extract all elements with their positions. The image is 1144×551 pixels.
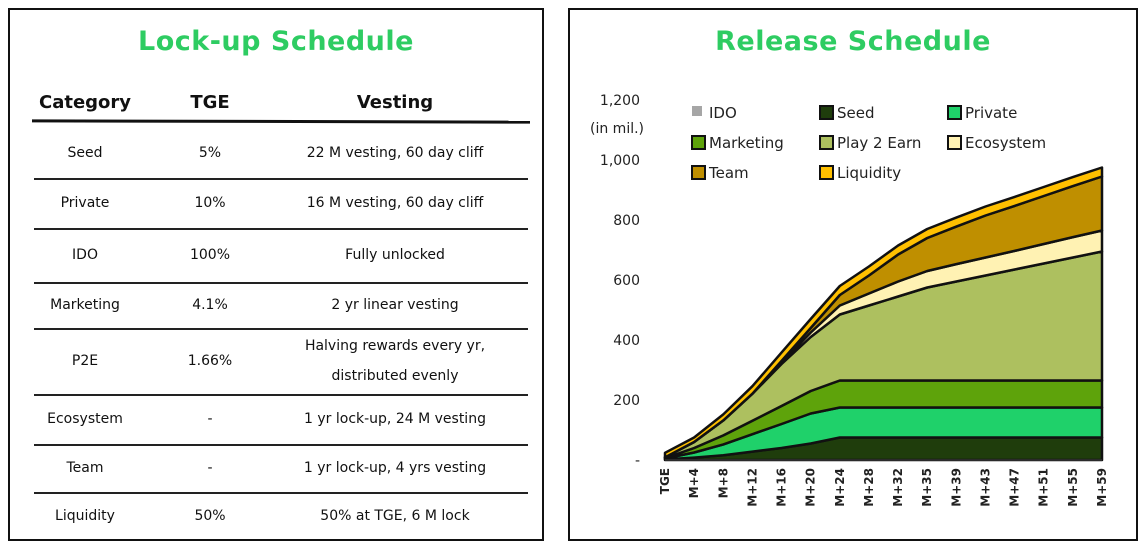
table-cell-category: Seed xyxy=(67,145,103,161)
release-panel: Release Schedule (in mil.) - 200 400 600 800 1… xyxy=(568,8,1138,541)
legend-swatch xyxy=(691,165,706,180)
legend-label: Play 2 Earn xyxy=(837,134,921,152)
row-divider xyxy=(34,178,528,180)
table-cell-category: Team xyxy=(66,460,104,476)
table-cell-tge: 4.1% xyxy=(192,297,228,313)
header-rule xyxy=(31,119,531,124)
row-divider xyxy=(34,444,528,446)
legend-swatch xyxy=(819,135,834,150)
table-cell-category: Liquidity xyxy=(55,508,115,524)
legend-swatch xyxy=(947,135,962,150)
legend-swatch xyxy=(691,135,706,150)
row-divider xyxy=(34,394,528,396)
legend-swatch xyxy=(692,106,702,116)
legend-swatch xyxy=(819,105,834,120)
x-tick-label: M+39 xyxy=(949,468,963,507)
legend-label: Liquidity xyxy=(837,164,901,182)
vesting-line: distributed evenly xyxy=(331,368,459,384)
y-tick-label: 600 xyxy=(613,273,640,289)
legend-label: IDO xyxy=(709,104,737,122)
legend-swatch xyxy=(947,105,962,120)
series-area-liquidity xyxy=(663,166,1104,459)
legend-label: Ecosystem xyxy=(965,134,1046,152)
vesting-line: 50% at TGE, 6 M lock xyxy=(320,508,470,524)
y-tick-label: 200 xyxy=(613,393,640,409)
table-cell-vesting: Halving rewards every yr, distributed eve… xyxy=(260,328,530,394)
table-cell-vesting: Fully unlocked xyxy=(260,228,530,282)
table-cell-vesting: 1 yr lock-up, 24 M vesting xyxy=(260,394,530,444)
lockup-title: Lock-up Schedule xyxy=(138,26,414,57)
table-cell-tge: 50% xyxy=(194,508,226,524)
y-tick-label: 800 xyxy=(613,213,640,229)
x-tick-label: M+43 xyxy=(978,468,992,507)
x-tick-label: M+12 xyxy=(745,468,759,507)
table-cell-category: Marketing xyxy=(50,297,120,313)
vesting-line: 1 yr lock-up, 4 yrs vesting xyxy=(303,460,487,476)
chart-title: Release Schedule xyxy=(715,26,991,57)
vesting-line: Halving rewards every yr, xyxy=(304,338,486,354)
table-cell-category: Private xyxy=(60,195,110,211)
vesting-line: 1 yr lock-up, 24 M vesting xyxy=(304,411,486,427)
table-cell-category: IDO xyxy=(72,247,98,263)
y-tick-label: 400 xyxy=(613,333,640,349)
legend-label: Team xyxy=(708,164,749,182)
header-category: Category xyxy=(38,92,132,113)
lockup-panel: Lock-up Schedule Category TGE Vesting Se… xyxy=(8,8,544,541)
table-cell-vesting: 16 M vesting, 60 day cliff xyxy=(260,178,530,228)
unit-label: (in mil.) xyxy=(590,121,644,137)
row-divider xyxy=(34,282,528,284)
legend-label: Marketing xyxy=(709,134,784,152)
x-tick-label: M+20 xyxy=(804,468,818,507)
table-cell-tge: 10% xyxy=(194,195,226,211)
header-tge: TGE xyxy=(190,92,230,113)
x-tick-label: M+35 xyxy=(920,468,934,507)
row-divider xyxy=(34,492,528,494)
x-tick-label: TGE xyxy=(658,468,672,494)
table-cell-vesting: 50% at TGE, 6 M lock xyxy=(260,492,530,540)
table-cell-category: P2E xyxy=(71,353,99,369)
legend-swatch xyxy=(819,165,834,180)
table-cell-vesting: 22 M vesting, 60 day cliff xyxy=(260,128,530,178)
y-tick-label: - xyxy=(635,453,640,469)
x-tick-label: M+24 xyxy=(833,468,847,507)
table-cell-tge: - xyxy=(207,411,213,427)
table-cell-category: Ecosystem xyxy=(47,411,123,427)
table-cell-vesting: 1 yr lock-up, 4 yrs vesting xyxy=(260,444,530,492)
header-vesting: Vesting xyxy=(356,92,434,113)
x-tick-label: M+4 xyxy=(687,468,701,498)
y-tick-label: 1,000 xyxy=(600,153,640,169)
y-tick-label: 1,200 xyxy=(600,93,640,109)
vesting-line: Fully unlocked xyxy=(345,247,445,263)
x-tick-label: M+59 xyxy=(1095,468,1109,507)
x-tick-label: M+32 xyxy=(891,468,905,507)
x-tick-label: M+51 xyxy=(1037,468,1051,507)
x-tick-label: M+16 xyxy=(775,468,789,507)
x-tick-label: M+47 xyxy=(1008,468,1022,507)
table-cell-vesting: 2 yr linear vesting xyxy=(260,282,530,328)
x-tick-label: M+28 xyxy=(862,468,876,507)
vesting-line: 16 M vesting, 60 day cliff xyxy=(306,195,484,211)
x-tick-label: M+8 xyxy=(716,468,730,498)
legend-label: Private xyxy=(965,104,1017,122)
vesting-line: 2 yr linear vesting xyxy=(331,297,459,313)
table-cell-tge: 1.66% xyxy=(187,353,233,369)
row-divider xyxy=(34,228,528,230)
release-chart: (in mil.) - 200 400 600 800 1,000 1,200 TGE M+4 M+… xyxy=(590,93,1109,507)
table-cell-tge: - xyxy=(207,460,213,476)
table-cell-tge: 5% xyxy=(198,145,222,161)
table-cell-tge: 100% xyxy=(189,247,231,263)
row-divider xyxy=(34,328,528,330)
x-tick-label: M+55 xyxy=(1066,468,1080,507)
legend-label: Seed xyxy=(837,104,875,122)
vesting-line: 22 M vesting, 60 day cliff xyxy=(306,145,484,161)
